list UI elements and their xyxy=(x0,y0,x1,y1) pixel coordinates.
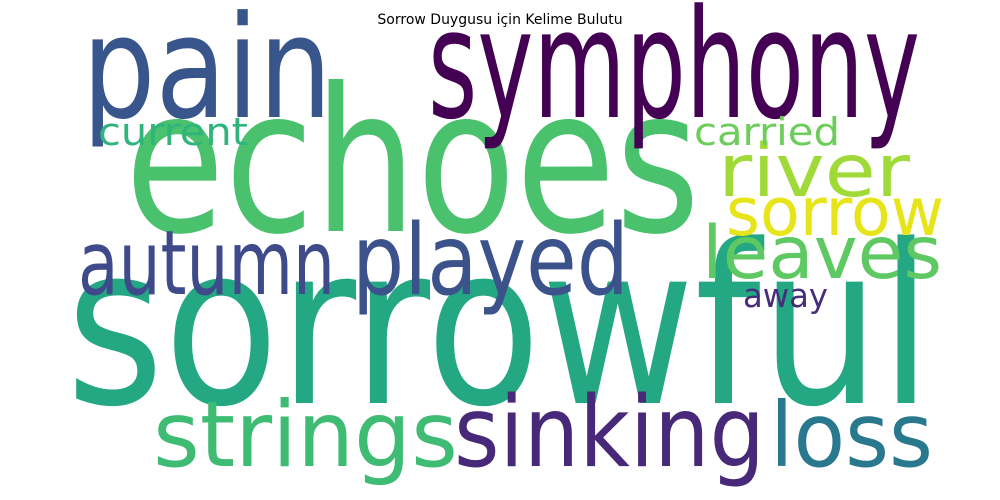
word-sorrowful: sorrowful xyxy=(66,198,932,456)
word-current: current xyxy=(98,110,248,154)
word-away: away xyxy=(743,276,828,315)
word-sorrow: sorrow xyxy=(726,173,944,251)
word-sinking: sinking xyxy=(454,376,765,490)
word-symphony: symphony xyxy=(428,0,920,153)
word-pain: pain xyxy=(82,0,332,151)
word-carried: carried xyxy=(694,110,840,154)
word-river: river xyxy=(718,129,911,214)
word-echoes: echoes xyxy=(125,46,700,279)
chart-title: Sorrow Duygusu için Kelime Bulutu xyxy=(377,12,623,28)
word-autumn: autumn xyxy=(78,211,335,315)
word-strings: strings xyxy=(153,383,458,488)
word-loss: loss xyxy=(770,383,933,487)
word-played: played xyxy=(352,204,629,318)
word-leaves: leaves xyxy=(702,211,942,296)
